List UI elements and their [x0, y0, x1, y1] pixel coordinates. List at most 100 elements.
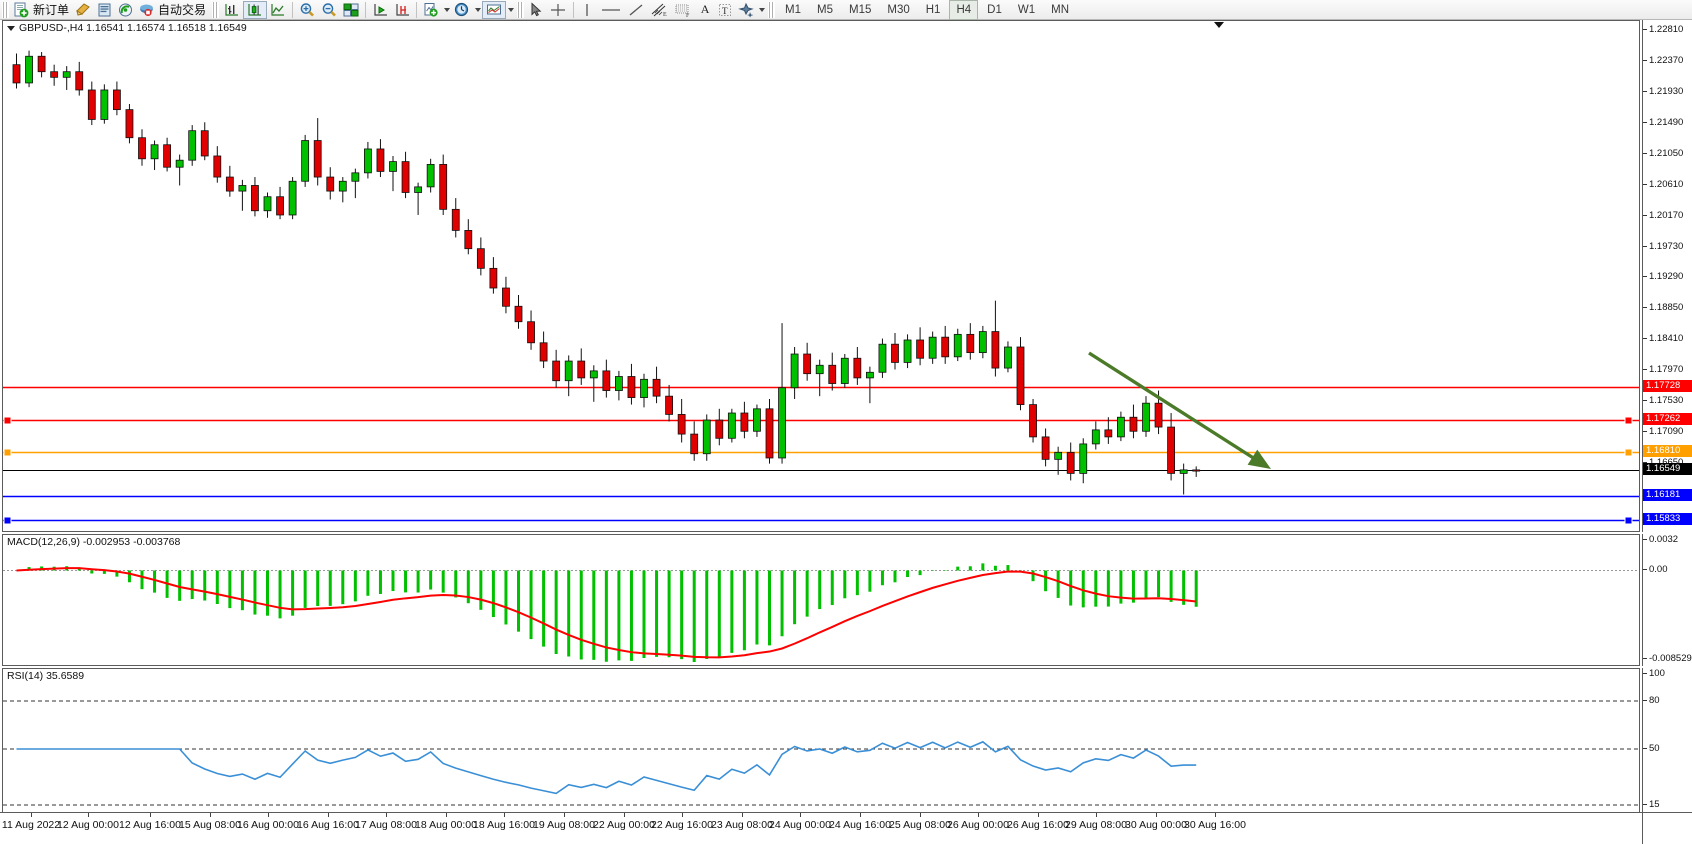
rsi-tick: 15: [1643, 799, 1660, 810]
text-label-icon[interactable]: T: [715, 1, 735, 19]
price-label-pivot-line[interactable]: 1.16810: [1643, 444, 1692, 457]
clock-icon[interactable]: [451, 1, 473, 19]
templates-icon[interactable]: [482, 0, 507, 19]
timeframe-mn[interactable]: MN: [1051, 3, 1069, 16]
chart-menu-caret-icon[interactable]: [7, 25, 15, 31]
timeframe-m1[interactable]: M1: [785, 3, 802, 16]
rsi-scale[interactable]: 1008050150: [1642, 668, 1692, 830]
chart-shift-icon[interactable]: [391, 1, 413, 19]
main-toolbar: 新订单: [0, 0, 1692, 20]
price-tick: 1.18850: [1643, 302, 1683, 313]
svg-text:F: F: [686, 13, 690, 18]
text-icon[interactable]: A: [700, 2, 710, 16]
equidistant-channel-icon[interactable]: E: [647, 1, 671, 19]
timeframe-w1[interactable]: W1: [1017, 3, 1036, 16]
time-tick-label: 11 Aug 2022: [1, 819, 61, 831]
bar-chart-icon[interactable]: [221, 1, 243, 19]
toolbar-grip-3[interactable]: [517, 1, 525, 18]
chart-title: GBPUSD-,H4 1.16541 1.16574 1.16518 1.165…: [7, 22, 247, 34]
shapes-icon[interactable]: [735, 1, 757, 19]
time-tick-label: 26 Aug 00:00: [947, 819, 1009, 831]
timeframe-h1[interactable]: H1: [925, 3, 941, 16]
macd-scale[interactable]: 0.0032 0.00 -0.008529: [1642, 534, 1692, 666]
price-label-support-line-1[interactable]: 1.16181: [1643, 488, 1692, 501]
zoom-in-icon[interactable]: [296, 1, 318, 19]
add-indicator-icon[interactable]: [420, 1, 442, 19]
time-tick-label: 19 Aug 08:00: [533, 819, 595, 831]
time-tick-mark: [682, 813, 683, 817]
time-tick-label: 23 Aug 08:00: [711, 819, 773, 831]
price-label-resistance-line-1[interactable]: 1.17728: [1643, 380, 1692, 393]
vertical-line-icon[interactable]: [577, 1, 597, 19]
autotrading-label[interactable]: 自动交易: [158, 3, 207, 17]
horizontal-line-icon[interactable]: [597, 1, 625, 19]
zoom-out-icon[interactable]: [318, 1, 340, 19]
time-tick-label: 30 Aug 16:00: [1184, 819, 1246, 831]
terminal-icon[interactable]: [94, 1, 115, 19]
time-tick-mark: [1038, 813, 1039, 817]
chevron-down-icon-shapes[interactable]: [757, 1, 766, 19]
macd-tick: -0.008529: [1643, 653, 1692, 664]
new-order-label[interactable]: 新订单: [33, 3, 70, 17]
price-tick: 1.19730: [1643, 241, 1683, 252]
time-tick-label: 22 Aug 16:00: [651, 819, 713, 831]
price-label-current-price-line[interactable]: 1.16549: [1643, 462, 1692, 475]
price-scale[interactable]: 1.22810 1.22370 1.21930 1.21490 1.21050 1.206…: [1642, 20, 1692, 532]
time-tick-label: 29 Aug 08:00: [1065, 819, 1127, 831]
auto-scroll-icon[interactable]: [369, 1, 391, 19]
chart-area[interactable]: GBPUSD-,H4 1.16541 1.16574 1.16518 1.165…: [0, 20, 1692, 844]
macd-pane[interactable]: MACD(12,26,9) -0.002953 -0.003768: [2, 534, 1640, 666]
toolbar-grip-4[interactable]: [768, 1, 776, 18]
chevron-down-icon-indicators[interactable]: [442, 1, 451, 19]
time-tick-mark: [328, 813, 329, 817]
metaeditor-icon[interactable]: [73, 1, 94, 19]
price-label-resistance-line-2[interactable]: 1.17262: [1643, 412, 1692, 425]
autotrading-icon[interactable]: [136, 1, 157, 19]
price-tick: 1.17530: [1643, 395, 1683, 406]
time-tick-mark: [386, 813, 387, 817]
navigator-icon[interactable]: [115, 1, 136, 19]
macd-title: MACD(12,26,9) -0.002953 -0.003768: [7, 536, 181, 548]
timeframe-h4[interactable]: H4: [949, 0, 979, 20]
toolbar-grip[interactable]: [2, 1, 9, 18]
rsi-plot[interactable]: [3, 669, 1639, 829]
toolbar-grip-2[interactable]: [212, 1, 220, 18]
cursor-arrow-icon[interactable]: [526, 1, 546, 19]
time-tick-mark: [920, 813, 921, 817]
time-tick-mark: [268, 813, 269, 817]
price-plot[interactable]: [3, 21, 1639, 531]
chart-shift-marker-icon[interactable]: [1214, 22, 1224, 28]
time-tick-label: 12 Aug 16:00: [119, 819, 181, 831]
price-svg: [3, 50, 1639, 525]
tile-windows-icon[interactable]: [340, 1, 362, 19]
rsi-tick: 80: [1643, 695, 1660, 706]
trendline-icon[interactable]: [625, 1, 647, 19]
time-tick-mark: [742, 813, 743, 817]
timeframe-m30[interactable]: M30: [887, 3, 910, 16]
time-tick-mark: [31, 813, 32, 817]
price-pane[interactable]: GBPUSD-,H4 1.16541 1.16574 1.16518 1.165…: [2, 20, 1640, 532]
macd-plot[interactable]: [3, 535, 1639, 665]
new-order-icon[interactable]: [11, 1, 32, 19]
time-tick-mark: [504, 813, 505, 817]
price-tick: 1.21930: [1643, 86, 1683, 97]
crosshair-icon[interactable]: [546, 1, 570, 19]
time-axis[interactable]: 11 Aug 2022 12 Aug 00:00 12 Aug 16:00 15 Au…: [0, 812, 1692, 844]
rsi-pane[interactable]: RSI(14) 35.6589: [2, 668, 1640, 830]
timeframe-d1[interactable]: D1: [987, 3, 1002, 16]
price-tick: 1.20170: [1643, 210, 1683, 221]
svg-text:T: T: [722, 6, 728, 16]
price-label-support-line-2[interactable]: 1.15833: [1643, 513, 1692, 526]
timeframe-m15[interactable]: M15: [849, 3, 872, 16]
toolbar-separator: [292, 1, 294, 18]
price-tick: 1.16650: [1643, 457, 1683, 468]
timeframe-m5[interactable]: M5: [817, 3, 833, 16]
fibonacci-icon[interactable]: F: [671, 1, 695, 19]
time-tick-label: 30 Aug 00:00: [1125, 819, 1187, 831]
candlestick-chart-icon[interactable]: [243, 0, 268, 19]
time-tick-mark: [978, 813, 979, 817]
chevron-down-icon-period[interactable]: [473, 1, 482, 19]
time-tick-label: 16 Aug 00:00: [237, 819, 299, 831]
line-chart-icon[interactable]: [267, 1, 289, 19]
chevron-down-icon-templates[interactable]: [506, 1, 515, 19]
